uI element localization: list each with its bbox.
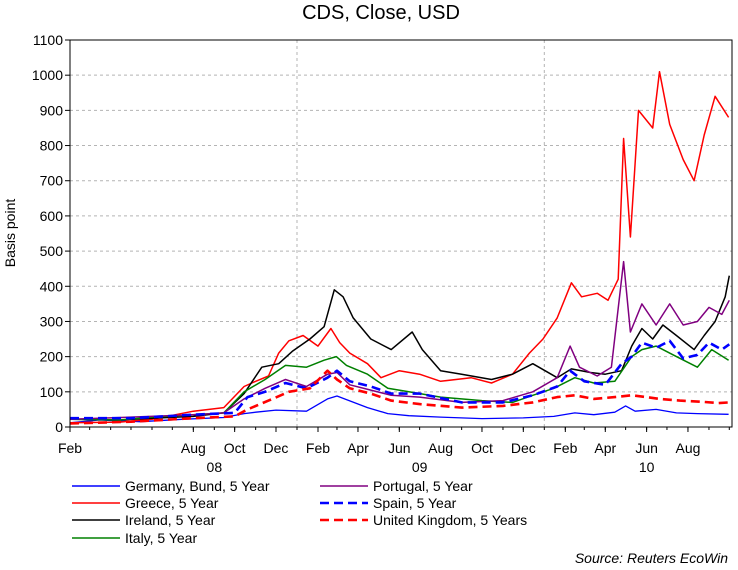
y-tick-label: 300 <box>40 313 64 329</box>
legend-label: Italy, 5 Year <box>125 530 197 546</box>
legend-label: Spain, 5 Year <box>373 495 457 511</box>
y-tick-label: 1100 <box>33 32 63 48</box>
legend-label: Germany, Bund, 5 Year <box>125 478 270 494</box>
legend-label: Ireland, 5 Year <box>125 512 216 528</box>
y-tick-label: 800 <box>40 138 64 154</box>
series-line-6 <box>70 339 731 420</box>
series-line-4 <box>69 345 729 421</box>
source-note: Source: Reuters EcoWin <box>575 550 728 566</box>
x-tick-label: Aug <box>428 440 453 456</box>
legend-label: United Kingdom, 5 Years <box>373 512 527 528</box>
legend-label: Portugal, 5 Year <box>373 478 473 494</box>
series-line-2 <box>69 70 730 424</box>
series-layer <box>69 70 731 425</box>
series-line-1 <box>69 395 729 424</box>
x-tick-label: Feb <box>553 440 577 456</box>
y-tick-label: 900 <box>40 102 64 118</box>
x-year-label: 09 <box>412 459 428 475</box>
x-tick-label: Aug <box>181 440 206 456</box>
y-tick-label: 0 <box>55 419 63 435</box>
x-tick-label: Feb <box>306 440 330 456</box>
y-tick-label: 600 <box>40 208 64 224</box>
x-tick-label: Jun <box>388 440 411 456</box>
grid-layer <box>70 40 732 427</box>
x-year-label: 08 <box>207 459 223 475</box>
y-tick-label: 700 <box>40 173 64 189</box>
x-tick-label: Oct <box>224 440 246 456</box>
x-tick-label: Jun <box>635 440 658 456</box>
y-tick-label: 500 <box>40 243 64 259</box>
y-tick-label: 400 <box>40 278 64 294</box>
series-line-5 <box>69 260 730 421</box>
series-line-3 <box>69 275 731 421</box>
plot-frame <box>69 39 733 428</box>
chart-title: CDS, Close, USD <box>302 2 460 24</box>
legend-label: Greece, 5 Year <box>125 495 219 511</box>
x-tick-label: Dec <box>511 440 536 456</box>
y-tick-label: 100 <box>40 384 64 400</box>
x-tick-label: Apr <box>347 440 369 456</box>
y-axis-label: Basis point <box>2 199 18 268</box>
series-line-7 <box>69 369 730 425</box>
x-tick-label: Aug <box>675 440 700 456</box>
x-tick-label: Dec <box>264 440 289 456</box>
x-tick-label: Oct <box>471 440 493 456</box>
y-tick-label: 1000 <box>32 67 63 83</box>
x-year-label: 10 <box>639 459 655 475</box>
x-tick-label: Feb <box>58 440 82 456</box>
x-tick-label: Apr <box>594 440 616 456</box>
y-tick-label: 200 <box>40 349 64 365</box>
axis-layer: 0 100 200 300 400 500 600 700 800 900 1000 1100 Feb A… <box>32 32 730 475</box>
